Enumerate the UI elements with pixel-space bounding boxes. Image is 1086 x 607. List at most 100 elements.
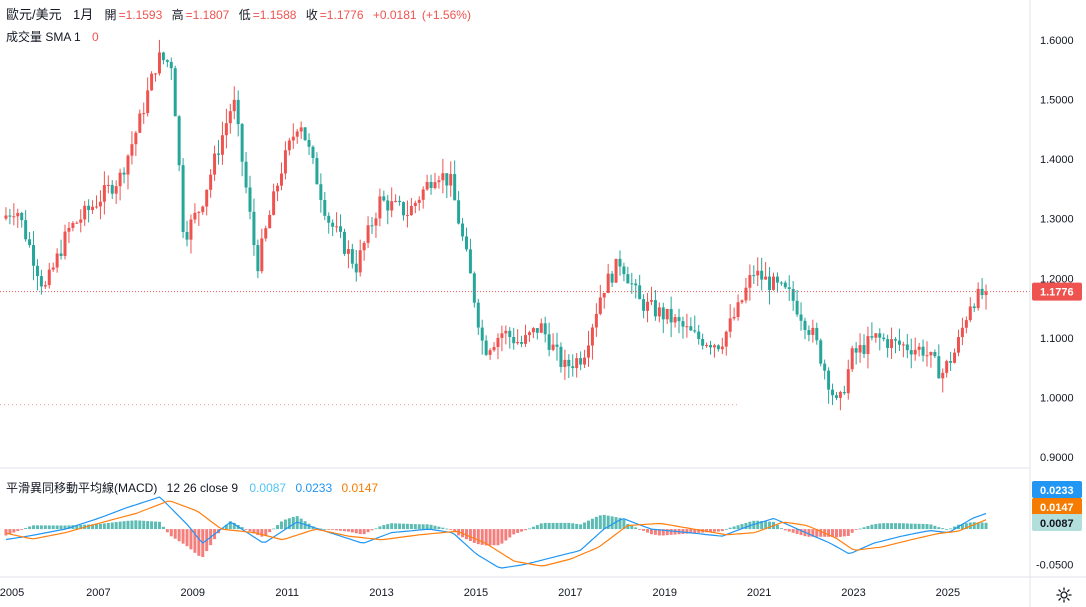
candle [492, 342, 496, 352]
histogram-bar [909, 523, 913, 530]
candle-body [291, 136, 295, 141]
candle-body [315, 158, 319, 185]
histogram-bar [346, 529, 350, 532]
candle [913, 337, 917, 361]
histogram-bar [630, 525, 634, 530]
candle [559, 342, 563, 373]
candle-body [673, 317, 677, 323]
candle-body [425, 181, 429, 190]
histogram-bar [35, 525, 39, 530]
candle-body [614, 258, 618, 283]
candle-body [968, 306, 972, 321]
histogram-bar [760, 521, 764, 530]
candle [189, 214, 193, 254]
candle [342, 228, 346, 256]
candle-body [886, 339, 890, 349]
histogram-bar [834, 529, 838, 538]
candle-body [327, 215, 331, 223]
histogram-bar [118, 521, 122, 530]
candle [520, 335, 524, 348]
candle-body [114, 186, 118, 194]
candle [335, 212, 339, 233]
candle [181, 158, 185, 239]
price-axis[interactable]: 1.6000 1.5000 1.4000 1.3000 1.2000 1.1000 1.00… [1036, 35, 1074, 572]
volume-legend[interactable]: 成交量 SMA 1 0 [6, 28, 101, 45]
candle [154, 73, 158, 82]
candle-body [252, 211, 256, 246]
candle [130, 131, 134, 165]
histogram-bar [75, 525, 79, 530]
candle-body [834, 395, 838, 398]
candle-body [756, 270, 760, 276]
candle [984, 284, 988, 310]
candle [32, 231, 36, 281]
ohlc-legend: 歐元/美元 1月 開 =1.1593 高 =1.1807 低 =1.1588 收 =1.… [6, 4, 473, 23]
histogram-bar [165, 529, 169, 533]
candle [220, 121, 224, 165]
price-tick-label: 1.0000 [1040, 392, 1074, 404]
candle [236, 90, 240, 137]
macd-legend[interactable]: 平滑異同移動平均線(MACD) 12 26 close 9 0.0087 0.0… [6, 479, 380, 496]
candle-body [638, 285, 642, 300]
histogram-bar [95, 524, 98, 530]
candle-body [441, 173, 445, 181]
candle [268, 210, 272, 229]
candle-body [236, 99, 240, 125]
candle-body [760, 270, 764, 280]
candle [555, 332, 559, 361]
candle-body [653, 300, 657, 317]
candle [527, 330, 531, 342]
time-tick-label: 2019 [652, 587, 676, 599]
histogram-bar [508, 529, 512, 538]
histogram-bar [472, 529, 476, 543]
histogram-bar [850, 529, 854, 533]
candle [264, 225, 268, 242]
histogram-bar [63, 525, 67, 530]
interval-label[interactable]: 1月 [72, 7, 94, 22]
candle-body [287, 140, 291, 151]
histogram-bar [445, 528, 449, 530]
time-axis[interactable]: 2005 2007 2009 2011 2013 2015 2017 2019 2021 2023… [0, 587, 960, 599]
macd-title: 平滑異同移動平均線(MACD) [6, 481, 158, 495]
candle [35, 259, 39, 291]
candle [150, 71, 154, 91]
candle-body [807, 330, 811, 335]
candle [937, 344, 941, 379]
macd-lines [5, 496, 987, 569]
histogram-bar [874, 523, 878, 530]
histogram-bar [496, 529, 500, 546]
candle-body [146, 90, 150, 114]
symbol-name[interactable]: 歐元/美元 [6, 7, 62, 22]
candle-body [134, 132, 138, 145]
histogram-bar [429, 524, 433, 530]
candle [429, 174, 433, 195]
candle [402, 201, 405, 221]
candle [752, 265, 756, 284]
candle-body [449, 174, 453, 186]
candle-body [551, 344, 555, 350]
candle-body [752, 275, 756, 277]
candle-body [370, 225, 374, 227]
candle-body [587, 345, 590, 358]
candle [567, 354, 571, 378]
candle-body [177, 116, 181, 166]
candle-body [189, 219, 193, 240]
histogram-bar [984, 522, 988, 530]
histogram-bar [335, 529, 339, 531]
candle-body [504, 330, 508, 334]
candle-body [386, 200, 390, 211]
candle [224, 108, 228, 149]
candle [669, 296, 673, 338]
candle [685, 313, 689, 338]
candle [118, 168, 122, 201]
candle-body [850, 348, 854, 370]
histogram-bar [638, 529, 642, 530]
histogram-bar [917, 523, 921, 530]
histogram-bar [728, 527, 732, 530]
candle [16, 208, 20, 228]
candle-body [945, 361, 949, 373]
candle-body [437, 180, 441, 183]
histogram-bar [520, 529, 524, 532]
settings-gear-icon[interactable] [1056, 587, 1072, 603]
